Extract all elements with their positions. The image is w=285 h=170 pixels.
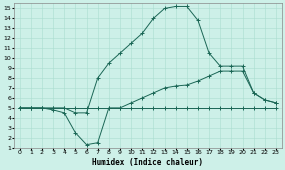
X-axis label: Humidex (Indice chaleur): Humidex (Indice chaleur) [92, 158, 203, 167]
